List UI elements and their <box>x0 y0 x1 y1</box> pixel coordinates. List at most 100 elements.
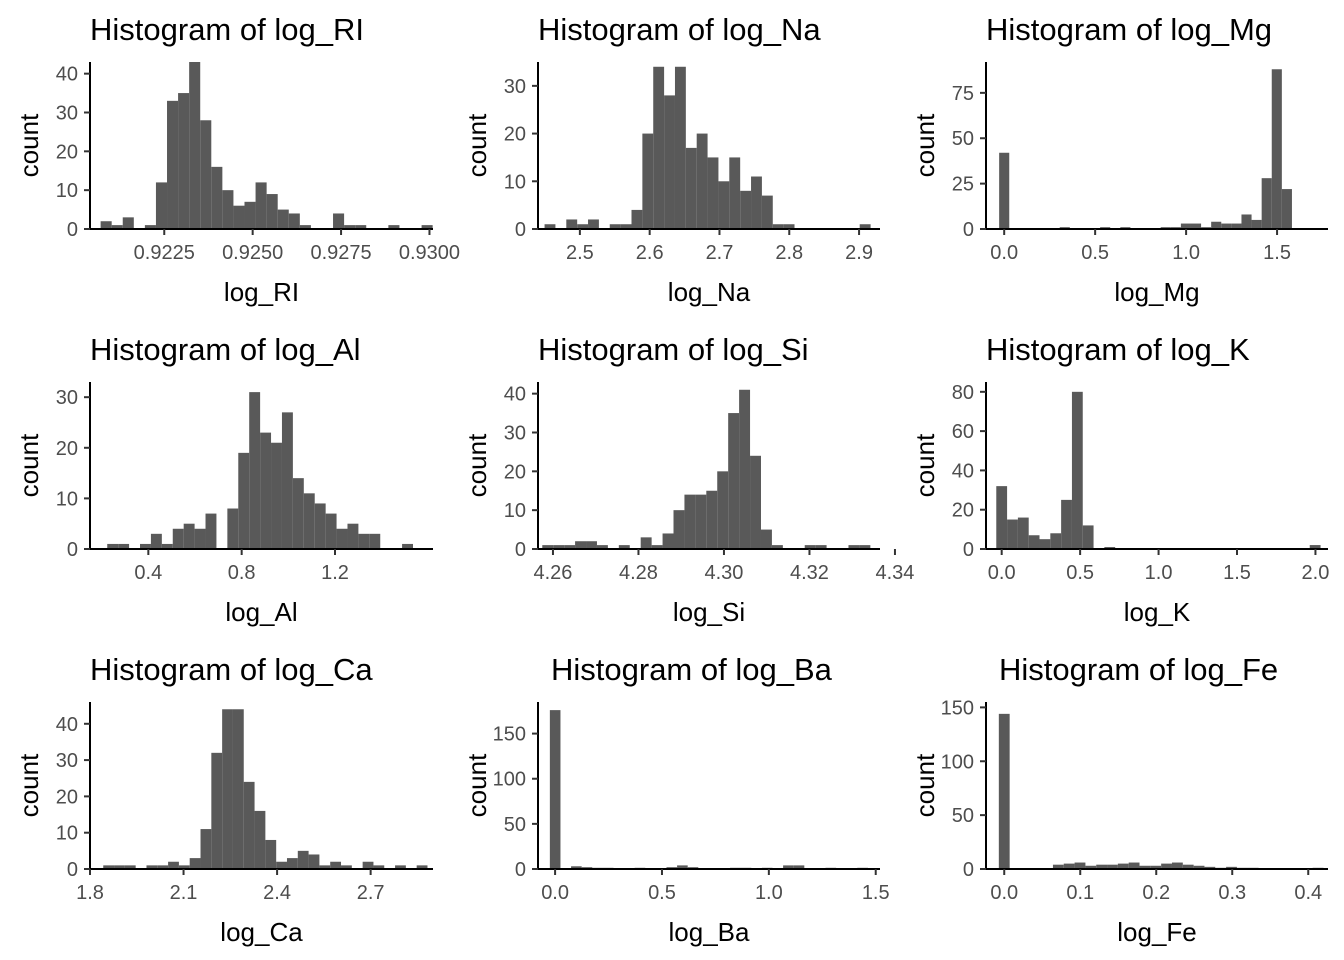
histogram-bar <box>319 865 331 869</box>
histogram-bar <box>369 533 381 549</box>
histogram-bar <box>388 225 400 229</box>
histogram-bar <box>1309 545 1321 549</box>
histogram-bar <box>344 225 356 229</box>
histogram-bar <box>553 545 565 549</box>
y-axis-label: count <box>462 433 492 497</box>
histogram-bar <box>750 455 761 549</box>
x-tick-label: 0.5 <box>648 882 676 904</box>
histogram-bar <box>178 865 190 869</box>
histogram-bar <box>740 190 752 229</box>
x-tick-label: 4.32 <box>790 562 829 584</box>
histogram-bar <box>1251 219 1262 229</box>
panel-title: Histogram of log_RI <box>90 12 364 47</box>
histogram-bar <box>804 545 816 549</box>
y-tick-label: 0 <box>515 219 526 241</box>
histogram-bar <box>1150 865 1162 869</box>
x-axis-label: log_Na <box>668 277 751 307</box>
y-tick-label: 30 <box>504 76 526 98</box>
y-tick-label: 10 <box>504 500 526 522</box>
histogram-bar <box>677 865 688 869</box>
x-tick-label: 0.0 <box>988 562 1016 584</box>
panel-title: Histogram of log_Ca <box>90 652 373 687</box>
histogram-bar <box>178 93 190 229</box>
histogram-bar <box>848 545 860 549</box>
y-tick-label: 0 <box>515 539 526 561</box>
histogram-bar <box>266 194 278 229</box>
x-tick-label: 1.5 <box>1223 562 1251 584</box>
x-tick-label: 4.30 <box>704 562 743 584</box>
histogram-bar <box>362 861 374 869</box>
histogram-panel: 0.0 0.1 0.2 0.3 0.4 0 50 100 150 Histogram of log… <box>910 652 1328 947</box>
x-tick-label: 2.4 <box>263 882 291 904</box>
y-tick-label: 80 <box>952 382 974 404</box>
x-tick-label: 4.26 <box>533 562 572 584</box>
histogram-bar <box>717 471 729 549</box>
x-tick-label: 2.6 <box>636 242 664 264</box>
y-tick-label: 20 <box>952 500 974 522</box>
histogram-bar <box>1193 865 1205 869</box>
histogram-bar <box>1204 866 1216 869</box>
histogram-bar <box>642 133 654 229</box>
x-tick-label: 0.0 <box>990 882 1018 904</box>
y-tick-label: 150 <box>493 724 526 746</box>
histogram-bar <box>100 221 112 229</box>
histogram-bar <box>1082 525 1094 549</box>
y-axis-label: count <box>910 753 940 817</box>
histogram-bar <box>146 865 158 869</box>
x-tick-label: 0.5 <box>1066 562 1094 584</box>
histogram-bar <box>662 533 674 549</box>
histogram-bar <box>783 865 794 869</box>
histogram-bar <box>172 528 184 549</box>
histogram-bar <box>664 95 675 230</box>
x-tick-label: 1.5 <box>1263 242 1291 264</box>
x-tick-label: 4.34 <box>875 562 914 584</box>
histogram-bar <box>189 858 201 869</box>
x-tick-label: 0.5 <box>1081 242 1109 264</box>
histogram-bar <box>243 781 255 869</box>
histogram-bar <box>157 865 169 869</box>
histogram-bar <box>254 810 266 869</box>
histogram-bar <box>194 528 206 549</box>
histogram-bar <box>140 543 151 549</box>
y-tick-label: 30 <box>504 422 526 444</box>
histogram-bar <box>314 503 326 549</box>
y-tick-label: 20 <box>56 786 78 808</box>
histogram-bar <box>286 858 298 869</box>
panel-title: Histogram of log_Si <box>538 332 809 367</box>
x-tick-label: 0.2 <box>1142 882 1170 904</box>
y-tick-label: 20 <box>504 124 526 146</box>
histogram-bar <box>1226 866 1237 869</box>
histogram-bar <box>1128 862 1140 869</box>
histogram-bar <box>238 452 250 549</box>
histogram-bar <box>281 412 293 549</box>
histogram-bar <box>249 392 261 549</box>
y-tick-label: 50 <box>952 805 974 827</box>
histogram-bar <box>330 861 342 869</box>
histogram-bar <box>1061 499 1072 549</box>
histogram-bar <box>566 219 578 229</box>
histogram-bar <box>260 432 272 549</box>
y-axis-label: count <box>14 753 44 817</box>
panel-title: Histogram of log_Mg <box>986 12 1272 47</box>
x-tick-label: 2.5 <box>566 242 594 264</box>
histogram-bar <box>355 225 367 229</box>
histogram-bar <box>124 865 136 869</box>
histogram-bar <box>718 181 730 229</box>
histogram-panel: 0.9225 0.9250 0.9275 0.9300 0 10 20 30 40 Histogr… <box>14 12 460 307</box>
histogram-bar <box>144 225 156 229</box>
y-tick-label: 0 <box>67 539 78 561</box>
histogram-bar <box>739 389 751 549</box>
y-tick-label: 0 <box>963 539 974 561</box>
y-tick-label: 30 <box>56 102 78 124</box>
histogram-bar <box>1085 865 1097 869</box>
panel-title: Histogram of log_Na <box>538 12 821 47</box>
histogram-bar <box>1231 223 1242 229</box>
panel-title: Histogram of log_K <box>986 332 1250 367</box>
y-tick-label: 0 <box>963 859 974 881</box>
histogram-bar <box>1050 533 1062 549</box>
histogram-bar <box>200 120 212 229</box>
y-tick-label: 60 <box>952 421 974 443</box>
histogram-bar <box>1171 862 1183 869</box>
y-tick-label: 0 <box>963 219 974 241</box>
histogram-bar <box>673 510 685 549</box>
